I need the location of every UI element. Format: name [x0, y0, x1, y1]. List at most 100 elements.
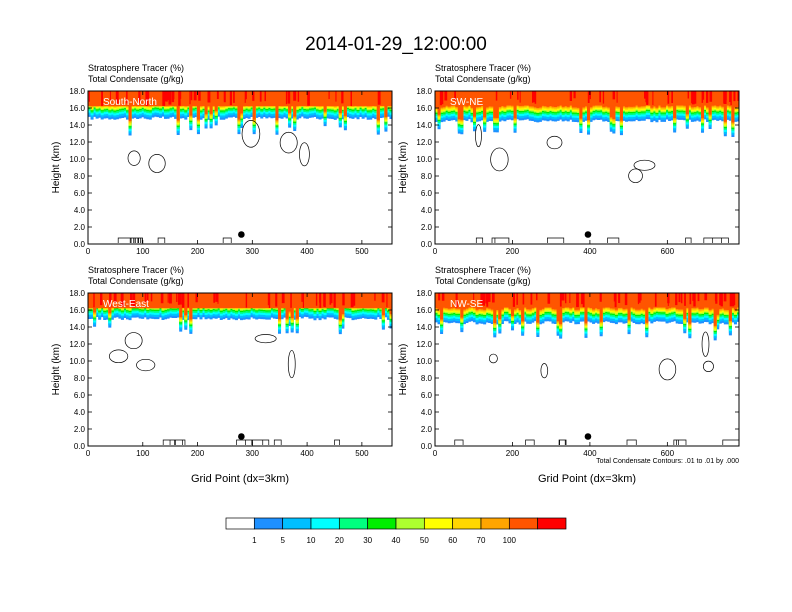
- x-tick-label: 200: [506, 449, 520, 458]
- x-tick-label: 0: [433, 449, 438, 458]
- y-axis-label: Height (km): [398, 344, 409, 396]
- colorbar-bin: [225, 517, 255, 530]
- y-tick-label: 2.0: [421, 223, 433, 232]
- y-axis-label: Height (km): [51, 142, 62, 194]
- colorbar-label: 30: [363, 536, 372, 545]
- plot-frame: [87, 292, 393, 447]
- region-label: SW-NE: [450, 97, 483, 108]
- y-tick-label: 4.0: [421, 408, 433, 417]
- location-marker: [584, 433, 592, 440]
- colorbar-bin: [395, 517, 425, 530]
- plot-frame: [434, 90, 740, 245]
- condensate-contours: [475, 124, 729, 243]
- y-tick-label: 12.0: [416, 138, 432, 147]
- y-tick-label: 6.0: [421, 189, 433, 198]
- y-tick-label: 10.0: [69, 155, 85, 164]
- colorbar-bin: [253, 517, 284, 530]
- y-tick-label: 4.0: [74, 408, 86, 417]
- x-tick-label: 600: [661, 247, 675, 256]
- y-tick-label: 0.0: [421, 442, 433, 451]
- x-tick-label: 200: [506, 247, 520, 256]
- colorbar-label: 20: [335, 536, 344, 545]
- colorbar-bin: [423, 517, 454, 530]
- region-label: South-North: [103, 97, 157, 108]
- colorbar-label: 40: [392, 536, 401, 545]
- x-axis-label: Grid Point (dx=3km): [191, 473, 289, 485]
- panel-0: South-North Stratosphere Tracer (%)Total …: [51, 63, 393, 256]
- x-tick-label: 200: [191, 449, 205, 458]
- x-tick-label: 400: [583, 247, 597, 256]
- x-tick-label: 300: [246, 247, 260, 256]
- y-tick-label: 14.0: [416, 323, 432, 332]
- colorbar-label: 100: [503, 536, 517, 545]
- y-tick-label: 6.0: [74, 391, 86, 400]
- y-tick-label: 6.0: [421, 391, 433, 400]
- location-marker: [584, 231, 592, 238]
- top-layer-streaks: [88, 91, 381, 107]
- panel-title-condensate: Total Condensate (g/kg): [435, 74, 531, 84]
- condensate-contours: [117, 119, 310, 243]
- panel-title-condensate: Total Condensate (g/kg): [88, 276, 184, 286]
- y-tick-label: 16.0: [416, 104, 432, 113]
- x-tick-label: 400: [300, 247, 314, 256]
- y-tick-label: 12.0: [416, 340, 432, 349]
- y-tick-label: 2.0: [74, 223, 86, 232]
- condensate-contours: [108, 332, 340, 445]
- colorbar-bin: [480, 517, 510, 530]
- colorbar: 1 5 10 20 30 40 50 60 70 100: [225, 517, 567, 545]
- region-label: NW-SE: [450, 299, 483, 310]
- y-tick-label: 16.0: [69, 104, 85, 113]
- y-tick-label: 8.0: [421, 374, 433, 383]
- colorbar-label: 60: [448, 536, 457, 545]
- x-tick-label: 0: [86, 247, 91, 256]
- y-tick-label: 18.0: [416, 289, 432, 298]
- y-tick-label: 12.0: [69, 138, 85, 147]
- y-tick-label: 0.0: [74, 442, 86, 451]
- colorbar-label: 50: [420, 536, 429, 545]
- colorbar-bin: [367, 517, 397, 530]
- panel-title-tracer: Stratosphere Tracer (%): [88, 265, 184, 275]
- top-layer-streaks: [93, 293, 388, 308]
- colorbar-bin: [508, 517, 539, 530]
- contour-note: Total Condensate Contours: .01 to .01 by…: [596, 458, 739, 465]
- colorbar-bin: [338, 517, 369, 530]
- y-tick-label: 18.0: [416, 87, 432, 96]
- panel-title-tracer: Stratosphere Tracer (%): [88, 63, 184, 73]
- y-axis-label: Height (km): [398, 142, 409, 194]
- location-marker: [238, 433, 245, 440]
- y-tick-label: 16.0: [416, 306, 432, 315]
- panel-field: [88, 293, 392, 446]
- plot-frame: [434, 292, 740, 447]
- condensate-contours: [454, 331, 739, 445]
- panel-title-tracer: Stratosphere Tracer (%): [435, 63, 531, 73]
- colorbar-bin: [282, 517, 312, 530]
- y-tick-label: 18.0: [69, 87, 85, 96]
- x-tick-label: 400: [300, 449, 314, 458]
- location-marker: [238, 231, 245, 238]
- y-axis-label: Height (km): [51, 344, 62, 396]
- x-tick-label: 0: [433, 247, 438, 256]
- x-tick-label: 600: [661, 449, 675, 458]
- y-tick-label: 8.0: [74, 374, 86, 383]
- y-tick-label: 10.0: [69, 357, 85, 366]
- y-tick-label: 10.0: [416, 357, 432, 366]
- y-tick-label: 2.0: [74, 425, 86, 434]
- y-tick-label: 18.0: [69, 289, 85, 298]
- y-tick-label: 14.0: [69, 121, 85, 130]
- panel-field: [88, 91, 392, 244]
- x-tick-label: 200: [191, 247, 205, 256]
- plot-frame: [87, 90, 393, 245]
- panel-2: West-East Stratosphere Tracer (%)Total Co…: [51, 265, 393, 485]
- panel-field: [435, 293, 739, 446]
- top-layer-streaks: [439, 91, 739, 106]
- x-tick-label: 300: [246, 449, 260, 458]
- y-tick-label: 6.0: [74, 189, 86, 198]
- y-tick-label: 14.0: [69, 323, 85, 332]
- y-tick-label: 8.0: [421, 172, 433, 181]
- region-label: West-East: [103, 299, 149, 310]
- x-axis-label: Grid Point (dx=3km): [538, 473, 636, 485]
- y-tick-label: 16.0: [69, 306, 85, 315]
- panel-title-condensate: Total Condensate (g/kg): [435, 276, 531, 286]
- x-tick-label: 400: [583, 449, 597, 458]
